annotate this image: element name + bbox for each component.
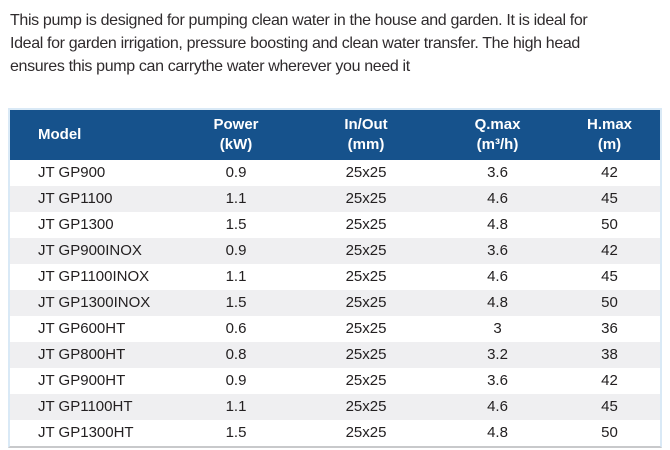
cell-power: 1.5 [225, 216, 247, 233]
intro-line: Ideal for garden irrigation, pressure bo… [10, 35, 580, 52]
cell-power: 1.5 [225, 294, 247, 311]
table-body: JT GP900 0.9 25x25 3.6 42 JT GP1100 1.1 25x25 4.… [10, 160, 660, 446]
cell-qmax: 3.2 [487, 346, 508, 363]
cell-power: 1.5 [225, 424, 247, 441]
cell-qmax: 4.8 [487, 294, 508, 311]
cell-model: JT GP900 [38, 164, 106, 181]
cell-inout: 25x25 [345, 372, 387, 389]
cell-model: JT GP900HT [38, 372, 126, 389]
cell-qmax: 4.6 [487, 268, 508, 285]
cell-qmax: 3.6 [487, 372, 508, 389]
col-header-label: Power [213, 116, 259, 133]
cell-inout: 25x25 [345, 268, 387, 285]
cell-inout: 25x25 [345, 190, 387, 207]
cell-hmax: 45 [601, 398, 618, 415]
cell-power: 1.1 [225, 398, 247, 415]
col-header-sub: (mm) [347, 136, 385, 153]
cell-power: 1.1 [225, 268, 247, 285]
table-row: JT GP600HT 0.6 25x25 3 36 [10, 316, 660, 342]
col-header-inout: In/Out (mm) [296, 110, 436, 160]
cell-model: JT GP1100HT [38, 398, 133, 415]
cell-power: 0.9 [225, 242, 247, 259]
cell-power: 0.9 [225, 164, 247, 181]
cell-power: 0.6 [225, 320, 247, 337]
cell-model: JT GP1100 [38, 190, 113, 207]
cell-model: JT GP600HT [38, 320, 126, 337]
cell-inout: 25x25 [345, 164, 387, 181]
cell-model: JT GP900INOX [38, 242, 142, 259]
cell-hmax: 36 [601, 320, 618, 337]
table-row: JT GP1300INOX 1.5 25x25 4.8 50 [10, 290, 660, 316]
cell-inout: 25x25 [345, 398, 387, 415]
cell-hmax: 50 [601, 294, 618, 311]
table-row: JT GP900 0.9 25x25 3.6 42 [10, 160, 660, 186]
cell-hmax: 45 [601, 190, 618, 207]
cell-inout: 25x25 [345, 320, 387, 337]
cell-model: JT GP1300HT [38, 424, 134, 441]
cell-qmax: 3 [493, 320, 502, 337]
table-row: JT GP1100INOX 1.1 25x25 4.6 45 [10, 264, 660, 290]
table-row: JT GP1100HT 1.1 25x25 4.6 45 [10, 394, 660, 420]
table-row: JT GP1100 1.1 25x25 4.6 45 [10, 186, 660, 212]
cell-model: JT GP800HT [38, 346, 126, 363]
cell-qmax: 3.6 [487, 164, 508, 181]
cell-hmax: 45 [601, 268, 618, 285]
cell-qmax: 4.6 [487, 398, 508, 415]
table-row: JT GP1300HT 1.5 25x25 4.8 50 [10, 420, 660, 446]
table-header: Model Power (kW) In/Out (mm) Q.max (m³/h… [10, 110, 660, 160]
cell-inout: 25x25 [345, 346, 387, 363]
col-header-sub: (m) [597, 136, 622, 153]
col-header-sub: (kW) [219, 136, 253, 153]
cell-hmax: 50 [601, 424, 618, 441]
table-row: JT GP1300 1.5 25x25 4.8 50 [10, 212, 660, 238]
col-header-hmax: H.max (m) [559, 110, 660, 160]
cell-hmax: 42 [601, 242, 618, 259]
cell-hmax: 42 [601, 164, 618, 181]
col-header-label: Q.max [474, 116, 521, 133]
cell-hmax: 38 [601, 346, 618, 363]
col-header-sub: (m³/h) [476, 136, 519, 153]
col-header-qmax: Q.max (m³/h) [436, 110, 559, 160]
intro-paragraph: This pump is designed for pumping clean … [0, 0, 670, 78]
pump-spec-table: Model Power (kW) In/Out (mm) Q.max (m³/h… [10, 110, 660, 446]
table-row: JT GP900HT 0.9 25x25 3.6 42 [10, 368, 660, 394]
cell-qmax: 4.8 [487, 424, 508, 441]
table-row: JT GP800HT 0.8 25x25 3.2 38 [10, 342, 660, 368]
cell-qmax: 3.6 [487, 242, 508, 259]
cell-inout: 25x25 [345, 242, 387, 259]
cell-qmax: 4.6 [487, 190, 508, 207]
col-header-label: In/Out [344, 116, 388, 133]
cell-power: 0.8 [225, 346, 247, 363]
cell-power: 0.9 [225, 372, 247, 389]
col-header-label: Model [38, 126, 82, 143]
cell-power: 1.1 [225, 190, 247, 207]
table-row: JT GP900INOX 0.9 25x25 3.6 42 [10, 238, 660, 264]
col-header-model: Model [10, 110, 176, 160]
cell-inout: 25x25 [345, 216, 387, 233]
pump-spec-table-wrapper: Model Power (kW) In/Out (mm) Q.max (m³/h… [8, 108, 662, 448]
cell-hmax: 50 [601, 216, 618, 233]
cell-inout: 25x25 [345, 424, 387, 441]
col-header-power: Power (kW) [176, 110, 296, 160]
intro-line: ensures this pump can carrythe water whe… [10, 58, 410, 75]
col-header-label: H.max [586, 116, 633, 133]
cell-model: JT GP1100INOX [38, 268, 150, 285]
cell-model: JT GP1300 [38, 216, 114, 233]
cell-inout: 25x25 [345, 294, 387, 311]
intro-line: This pump is designed for pumping clean … [10, 12, 588, 29]
table-header-row: Model Power (kW) In/Out (mm) Q.max (m³/h… [10, 110, 660, 160]
cell-hmax: 42 [601, 372, 618, 389]
cell-model: JT GP1300INOX [38, 294, 151, 311]
cell-qmax: 4.8 [487, 216, 508, 233]
